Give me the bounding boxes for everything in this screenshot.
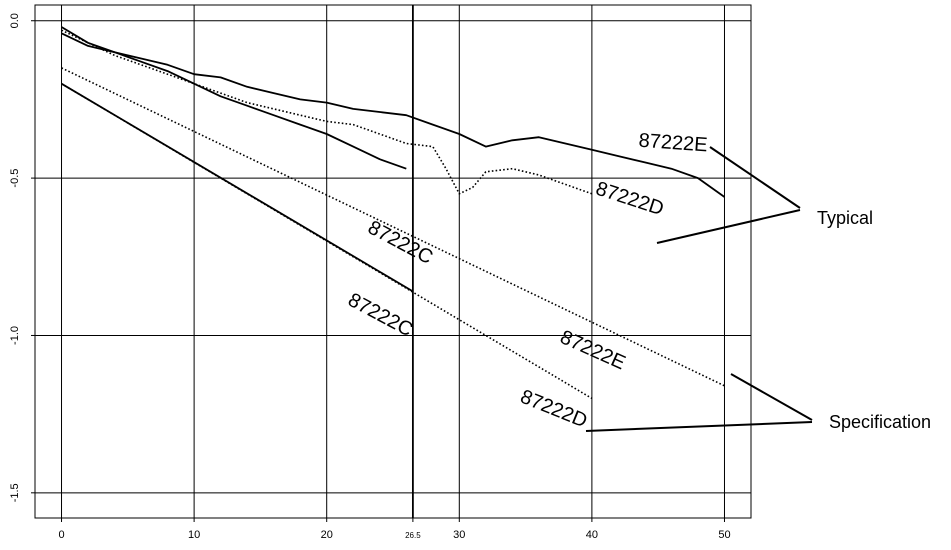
typical-pointer-upper xyxy=(709,146,801,209)
x-tick-label: 20 xyxy=(321,529,333,541)
specification-pointer-lower xyxy=(585,421,813,432)
x-tick-label: 50 xyxy=(718,529,730,541)
plot-frame xyxy=(34,4,752,519)
y-tick-label: -1.5 xyxy=(9,483,21,502)
curve-label: 87222E xyxy=(557,326,629,374)
y-axis-ticks: 0.0 -0.5 -1.0 -1.5 xyxy=(9,13,35,502)
series-specification-87222e-line xyxy=(61,67,725,387)
x-tick-label: 10 xyxy=(188,529,200,541)
curve-label: 87222E xyxy=(638,130,708,157)
series-specification-87222d-line xyxy=(61,83,593,400)
x-tick-label: 30 xyxy=(453,529,465,541)
y-tick-label: -0.5 xyxy=(9,169,21,188)
series-typical-87222c-line xyxy=(61,26,407,170)
typical-label: Typical xyxy=(817,208,873,228)
y-tick-label: 0.0 xyxy=(9,13,21,28)
series-specification-87222c-line xyxy=(61,82,414,293)
specification-pointer-upper xyxy=(730,373,813,421)
typical-pointer-lower xyxy=(656,209,801,244)
y-tick-label: -1.0 xyxy=(9,326,21,345)
specification-label: Specification xyxy=(829,412,931,432)
curve-labels: 87222C 87222D 87222E 87222C 87222E 87222D xyxy=(344,130,708,433)
series-group xyxy=(61,26,726,400)
series-typical-87222e-line xyxy=(61,32,726,198)
x-tick-label: 0 xyxy=(58,529,64,541)
specification-annotation: Specification xyxy=(585,373,931,432)
curve-label: 87222C xyxy=(344,289,416,341)
x-tick-label: 26.5 xyxy=(405,531,421,540)
grid xyxy=(35,5,751,518)
x-axis-ticks: 0 10 20 26.5 30 40 50 xyxy=(58,518,731,541)
series-typical-87222d-line xyxy=(61,29,593,195)
curve-label: 87222C xyxy=(364,217,436,269)
typical-annotation: Typical xyxy=(656,146,873,244)
curve-label: 87222D xyxy=(593,178,666,221)
x-tick-label: 40 xyxy=(586,529,598,541)
curve-label: 87222D xyxy=(517,386,590,433)
